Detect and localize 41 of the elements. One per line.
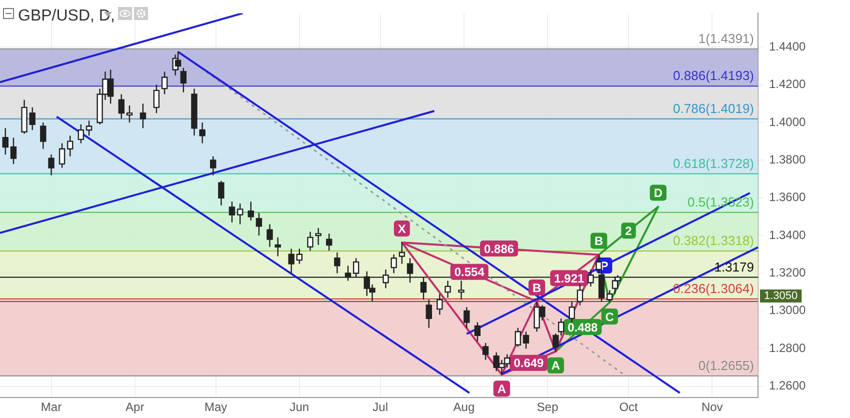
- annotation: B: [594, 234, 604, 248]
- annotation: D: [654, 186, 663, 200]
- annotation: A: [551, 358, 560, 373]
- y-tick-label: 1.2600: [769, 378, 806, 393]
- x-tick-label: Sep: [536, 400, 559, 414]
- ref-line-label: 1(1.4391): [698, 30, 754, 46]
- y-tick-label: 1.4400: [769, 39, 806, 54]
- x-tick-label: Aug: [453, 400, 475, 414]
- ref-line-label: 0(1.2655): [698, 358, 754, 374]
- annotation: C: [605, 310, 614, 324]
- x-tick-label: Jun: [290, 400, 310, 414]
- y-tick-label: 1.3600: [769, 190, 806, 204]
- x-tick-label: Oct: [619, 400, 639, 414]
- ref-line-label: 0.618(1.3728): [673, 156, 754, 171]
- y-tick-label: 1.4200: [769, 77, 806, 92]
- x-tick-label: May: [204, 400, 228, 414]
- y-tick-label: 1.4000: [769, 114, 806, 129]
- ref-line-label: 0.236(1.3064): [673, 280, 754, 296]
- ref-line-label: 0.382(1.3318): [673, 233, 754, 248]
- annotation: A: [497, 382, 506, 396]
- ref-line-label: 0.886(1.4193): [673, 68, 754, 84]
- annotation: 0.649: [514, 356, 544, 370]
- x-tick-label: Nov: [701, 400, 723, 414]
- annotation: 0.488: [568, 320, 598, 334]
- annotation: X: [398, 222, 406, 236]
- ref-line-label: 0.786(1.4019): [673, 100, 754, 116]
- y-tick-label: 1.3000: [769, 303, 806, 318]
- y-tick-label: 1.3200: [769, 266, 806, 280]
- annotation: 1.921: [554, 271, 585, 286]
- x-tick-label: Mar: [40, 400, 62, 414]
- annotation: B: [532, 280, 542, 295]
- ref-line-label: 1.3050: [764, 290, 798, 302]
- annotation: 2: [625, 224, 632, 238]
- x-tick-label: Apr: [126, 400, 144, 414]
- x-tick-label: Jul: [372, 400, 388, 414]
- y-tick-label: 1.2800: [769, 340, 806, 355]
- y-tick-label: 1.3800: [769, 152, 806, 166]
- annotation: 0.554: [454, 265, 485, 280]
- y-tick-label: 1.3400: [769, 228, 806, 242]
- ref-line-label: 1.3179: [714, 259, 754, 274]
- annotation: 0.886: [484, 242, 514, 256]
